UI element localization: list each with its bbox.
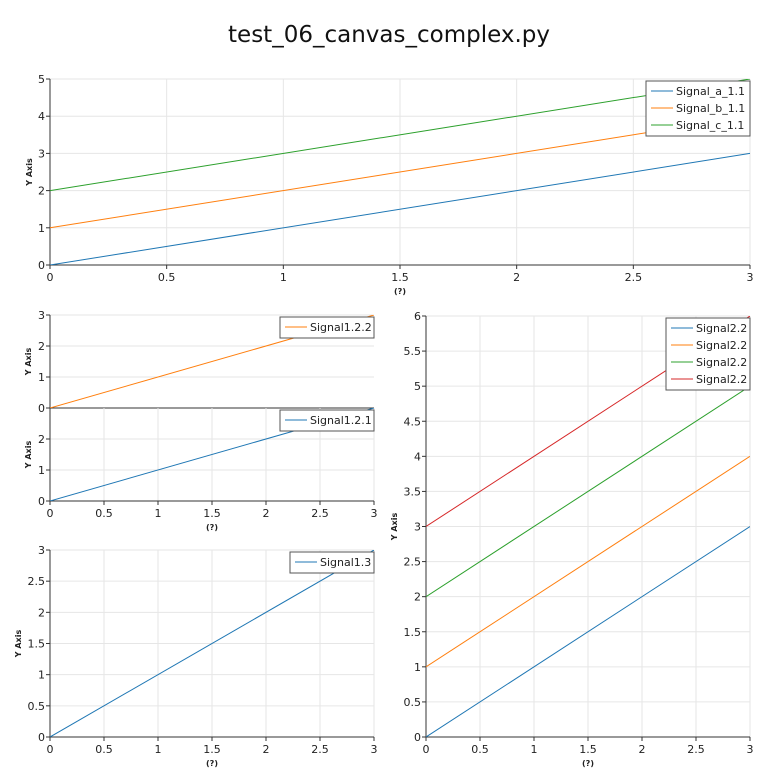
series-line — [50, 79, 750, 192]
chart-2: 0 1 2 3 Y Axis Signal1.2.2 — [24, 309, 375, 415]
y-tick-label: 1 — [38, 464, 45, 477]
y-axis-label: Y Axis — [24, 441, 33, 470]
y-tick-label: 2.5 — [404, 556, 422, 569]
y-tick-label: 0 — [38, 402, 45, 415]
chart-4: 0 0.5 1 1.5 2 2.5 3 0 0.5 1 1.5 2 2.5 3 (?) Y Axis Signa… — [14, 544, 378, 768]
y-tick-label: 4 — [414, 450, 421, 463]
x-tick-label: 2 — [263, 743, 270, 756]
series-line — [50, 115, 750, 229]
y-tick-label: 2 — [38, 340, 45, 353]
legend-label: Signal1.2.1 — [310, 414, 372, 427]
y-tick-label: 1 — [38, 371, 45, 384]
x-tick-label: 2 — [263, 507, 270, 520]
x-axis-label: (?) — [206, 759, 218, 768]
x-tick-label: 1.5 — [579, 743, 597, 756]
y-tick-label: 2 — [38, 433, 45, 446]
x-tick-label: 1.5 — [203, 507, 221, 520]
y-tick-label: 0 — [38, 495, 45, 508]
legend-box — [665, 317, 751, 391]
y-tick-label: 4.5 — [404, 415, 422, 428]
legend-box — [279, 316, 375, 339]
y-tick-label: 1 — [38, 669, 45, 682]
x-tick-label: 0.5 — [95, 743, 113, 756]
x-axis-label: (?) — [394, 287, 406, 296]
series-line — [50, 550, 374, 737]
x-tick-label: 1.5 — [391, 271, 409, 284]
y-axis-label: Y Axis — [24, 348, 33, 377]
y-tick-label: 5 — [38, 73, 45, 86]
series-line — [426, 455, 750, 668]
legend-label: Signal_a_1.1 — [676, 85, 745, 98]
x-tick-label: 2.5 — [687, 743, 705, 756]
y-tick-label: 1 — [414, 661, 421, 674]
x-axis-label: (?) — [582, 759, 594, 768]
x-tick-label: 0.5 — [158, 271, 176, 284]
x-tick-label: 3 — [747, 743, 754, 756]
y-tick-label: 2 — [38, 606, 45, 619]
y-tick-label: 0.5 — [404, 696, 422, 709]
x-tick-label: 3 — [371, 507, 378, 520]
legend-box — [289, 551, 375, 574]
x-tick-label: 0.5 — [471, 743, 489, 756]
y-tick-label: 3 — [38, 544, 45, 557]
y-tick-label: 6 — [414, 310, 421, 323]
y-axis-label: Y Axis — [25, 158, 34, 187]
y-tick-label: 3 — [38, 309, 45, 322]
x-tick-label: 0 — [47, 507, 54, 520]
y-axis-label: Y Axis — [390, 513, 399, 542]
y-tick-label: 1.5 — [404, 626, 422, 639]
y-tick-label: 3 — [414, 521, 421, 534]
y-tick-label: 2 — [38, 185, 45, 198]
y-tick-label: 1.5 — [28, 638, 46, 651]
y-tick-label: 2 — [414, 591, 421, 604]
y-tick-label: 0.5 — [28, 700, 46, 713]
legend-label: Signal2.2 — [696, 373, 747, 386]
x-tick-label: 1 — [155, 507, 162, 520]
y-axis-label: Y Axis — [14, 630, 23, 659]
x-tick-label: 1 — [155, 743, 162, 756]
y-tick-label: 2.5 — [28, 575, 46, 588]
chart-3: 0 1 2 0 0.5 1 1.5 2 2.5 3 (?) Y Axis Signal1.2.1 — [24, 408, 378, 532]
x-tick-label: 0 — [47, 271, 54, 284]
x-tick-label: 0 — [423, 743, 430, 756]
y-tick-label: 0 — [414, 731, 421, 744]
legend-label: Signal2.2 — [696, 356, 747, 369]
chart-1: 0 1 2 3 4 5 0 0.5 1 1.5 2 2.5 3 (?) Y Axis Signal_a_1.1… — [25, 73, 754, 296]
series-line — [426, 385, 750, 598]
y-tick-label: 4 — [38, 110, 45, 123]
x-axis-label: (?) — [206, 523, 218, 532]
legend-label: Signal1.2.2 — [310, 321, 372, 334]
x-tick-label: 0 — [47, 743, 54, 756]
page-title: test_06_canvas_complex.py — [228, 22, 550, 48]
chart-5: 0 0.5 1 1.5 2 2.5 3 3.5 4 4.5 5 5.5 6 0 0.5 1 1.5 2 2.5 3 (?… — [390, 310, 754, 768]
legend-label: Signal_c_1.1 — [676, 119, 744, 132]
y-tick-label: 5.5 — [404, 345, 422, 358]
x-tick-label: 2.5 — [311, 507, 329, 520]
y-tick-label: 0 — [38, 259, 45, 272]
x-tick-label: 2.5 — [311, 743, 329, 756]
x-tick-label: 2 — [513, 271, 520, 284]
x-tick-label: 2 — [639, 743, 646, 756]
legend-label: Signal2.2 — [696, 322, 747, 335]
y-tick-label: 3.5 — [404, 485, 422, 498]
x-tick-label: 1.5 — [203, 743, 221, 756]
series-line — [50, 152, 750, 265]
x-tick-label: 1 — [280, 271, 287, 284]
x-tick-label: 0.5 — [95, 507, 113, 520]
x-tick-label: 3 — [371, 743, 378, 756]
legend-label: Signal2.2 — [696, 339, 747, 352]
x-tick-label: 1 — [531, 743, 538, 756]
y-tick-label: 3 — [38, 147, 45, 160]
x-tick-label: 2.5 — [625, 271, 643, 284]
legend-box — [279, 409, 375, 432]
y-tick-label: 1 — [38, 222, 45, 235]
legend-label: Signal_b_1.1 — [676, 102, 745, 115]
legend-label: Signal1.3 — [320, 556, 371, 569]
x-tick-label: 3 — [747, 271, 754, 284]
y-tick-label: 0 — [38, 731, 45, 744]
series-line — [426, 526, 750, 737]
y-tick-label: 5 — [414, 380, 421, 393]
